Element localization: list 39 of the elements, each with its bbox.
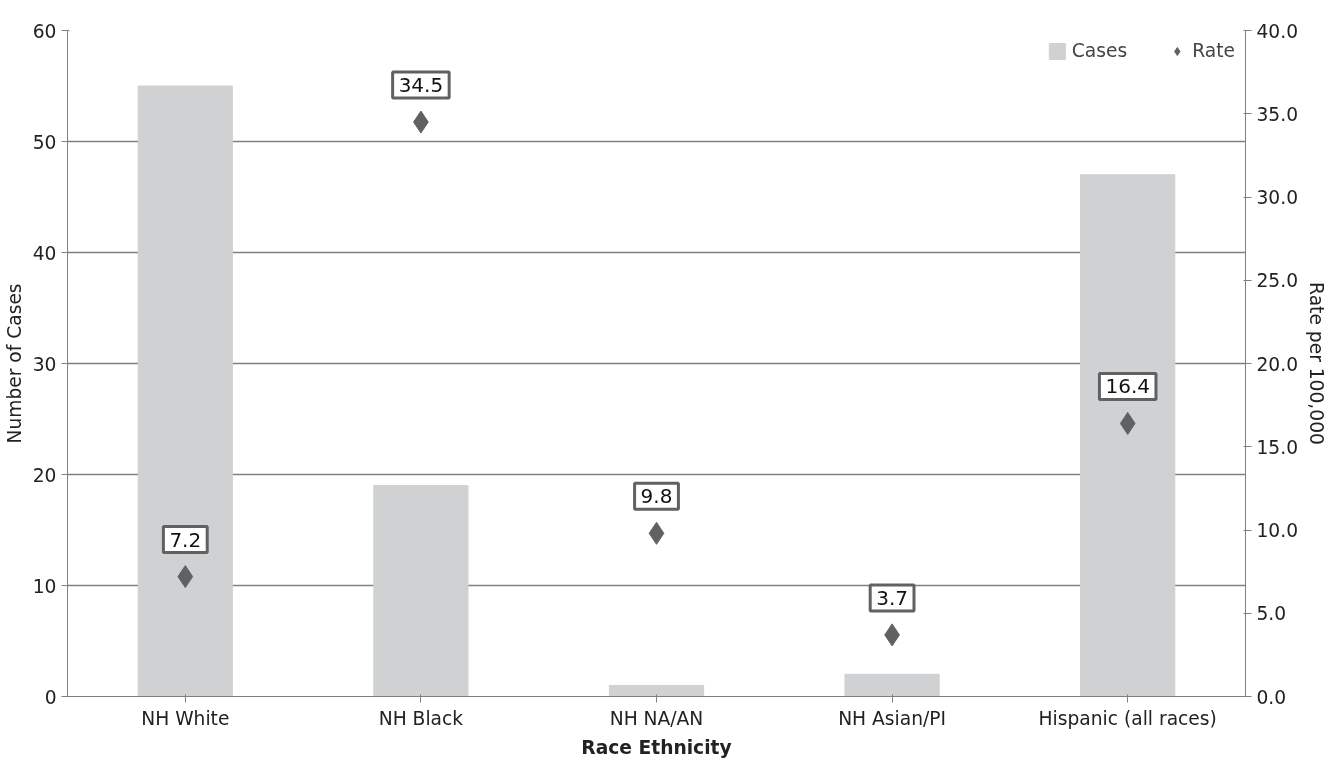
x-tick-label: NH White — [141, 707, 230, 729]
bar — [608, 684, 705, 697]
y2-tick-label: 30.0 — [1256, 187, 1299, 208]
y2-tick-label: 35.0 — [1256, 103, 1299, 125]
x-tick-label: NH Asian/PI — [838, 707, 947, 729]
x-tick-label: Hispanic (all races) — [1038, 707, 1217, 729]
bar — [373, 485, 469, 697]
legend-label: Rate — [1192, 40, 1235, 61]
y2-tick-label: 0.0 — [1256, 686, 1287, 708]
data-label: 9.8 — [640, 484, 673, 509]
y-tick-label: 0 — [44, 686, 57, 708]
y-tick-label: 50 — [32, 131, 57, 153]
bar — [1080, 174, 1176, 697]
data-label: 34.5 — [398, 73, 444, 98]
bar — [844, 673, 940, 697]
legend-label: Cases — [1071, 40, 1128, 61]
x-tick-label: NH Black — [378, 707, 464, 729]
y2-tick-label: 40.0 — [1256, 20, 1299, 42]
y-tick-label: 20 — [32, 464, 57, 486]
x-tick-label: NH NA/AN — [609, 707, 704, 729]
y2-tick-label: 5.0 — [1256, 603, 1287, 625]
y2-tick-label: 20.0 — [1256, 353, 1299, 375]
y2-tick-label: 25.0 — [1256, 270, 1299, 292]
data-label: 16.4 — [1105, 374, 1150, 399]
y2-tick-label: 15.0 — [1256, 436, 1299, 458]
data-label: 7.2 — [169, 527, 202, 552]
y-tick-label: 10 — [32, 575, 57, 597]
y-axis-title: Number of Cases — [3, 283, 25, 444]
data-label: 3.7 — [876, 585, 909, 610]
y2-axis-title: Rate per 100,000 — [1306, 282, 1328, 445]
bar — [137, 85, 233, 697]
point — [177, 565, 194, 589]
y-tick-label: 30 — [32, 353, 57, 375]
x-axis-title: Race Ethnicity — [581, 736, 732, 758]
point — [1119, 411, 1136, 435]
y-tick-label: 40 — [32, 242, 57, 264]
point — [648, 521, 665, 545]
y-tick-label: 60 — [32, 20, 57, 42]
y2-tick-label: 10.0 — [1256, 520, 1299, 541]
